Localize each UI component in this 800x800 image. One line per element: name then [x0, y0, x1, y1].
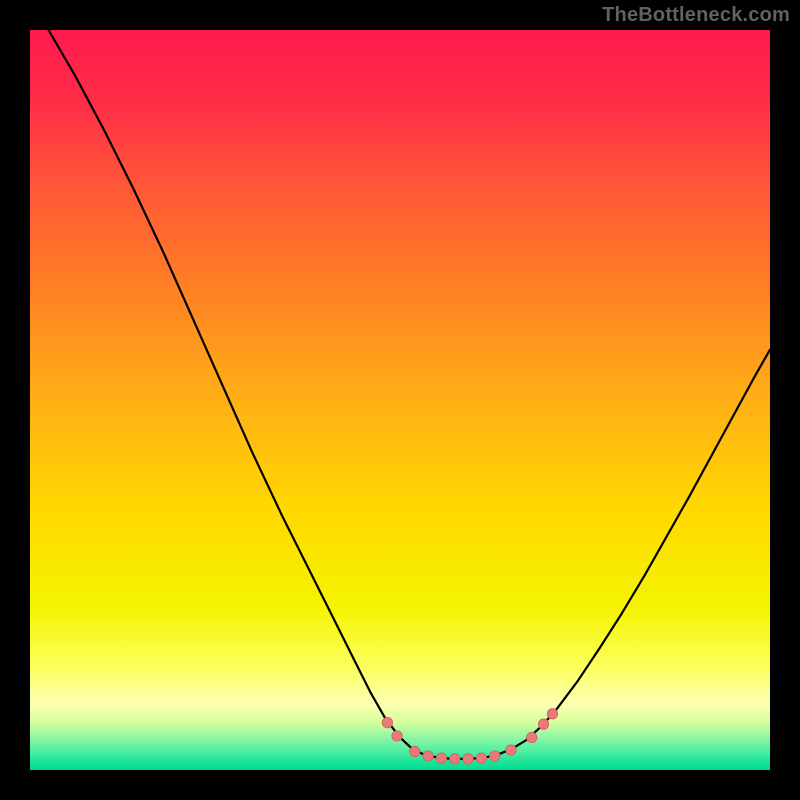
data-marker — [392, 731, 402, 741]
bottleneck-chart — [0, 0, 800, 800]
chart-container: TheBottleneck.com — [0, 0, 800, 800]
data-marker — [547, 709, 557, 719]
data-marker — [436, 753, 446, 763]
data-marker — [450, 754, 460, 764]
data-marker — [382, 717, 392, 727]
data-marker — [527, 732, 537, 742]
data-marker — [538, 719, 548, 729]
data-marker — [423, 751, 433, 761]
data-marker — [490, 751, 500, 761]
data-marker — [506, 745, 516, 755]
data-marker — [410, 746, 420, 756]
plot-background — [30, 30, 770, 770]
data-marker — [476, 753, 486, 763]
data-marker — [463, 754, 473, 764]
